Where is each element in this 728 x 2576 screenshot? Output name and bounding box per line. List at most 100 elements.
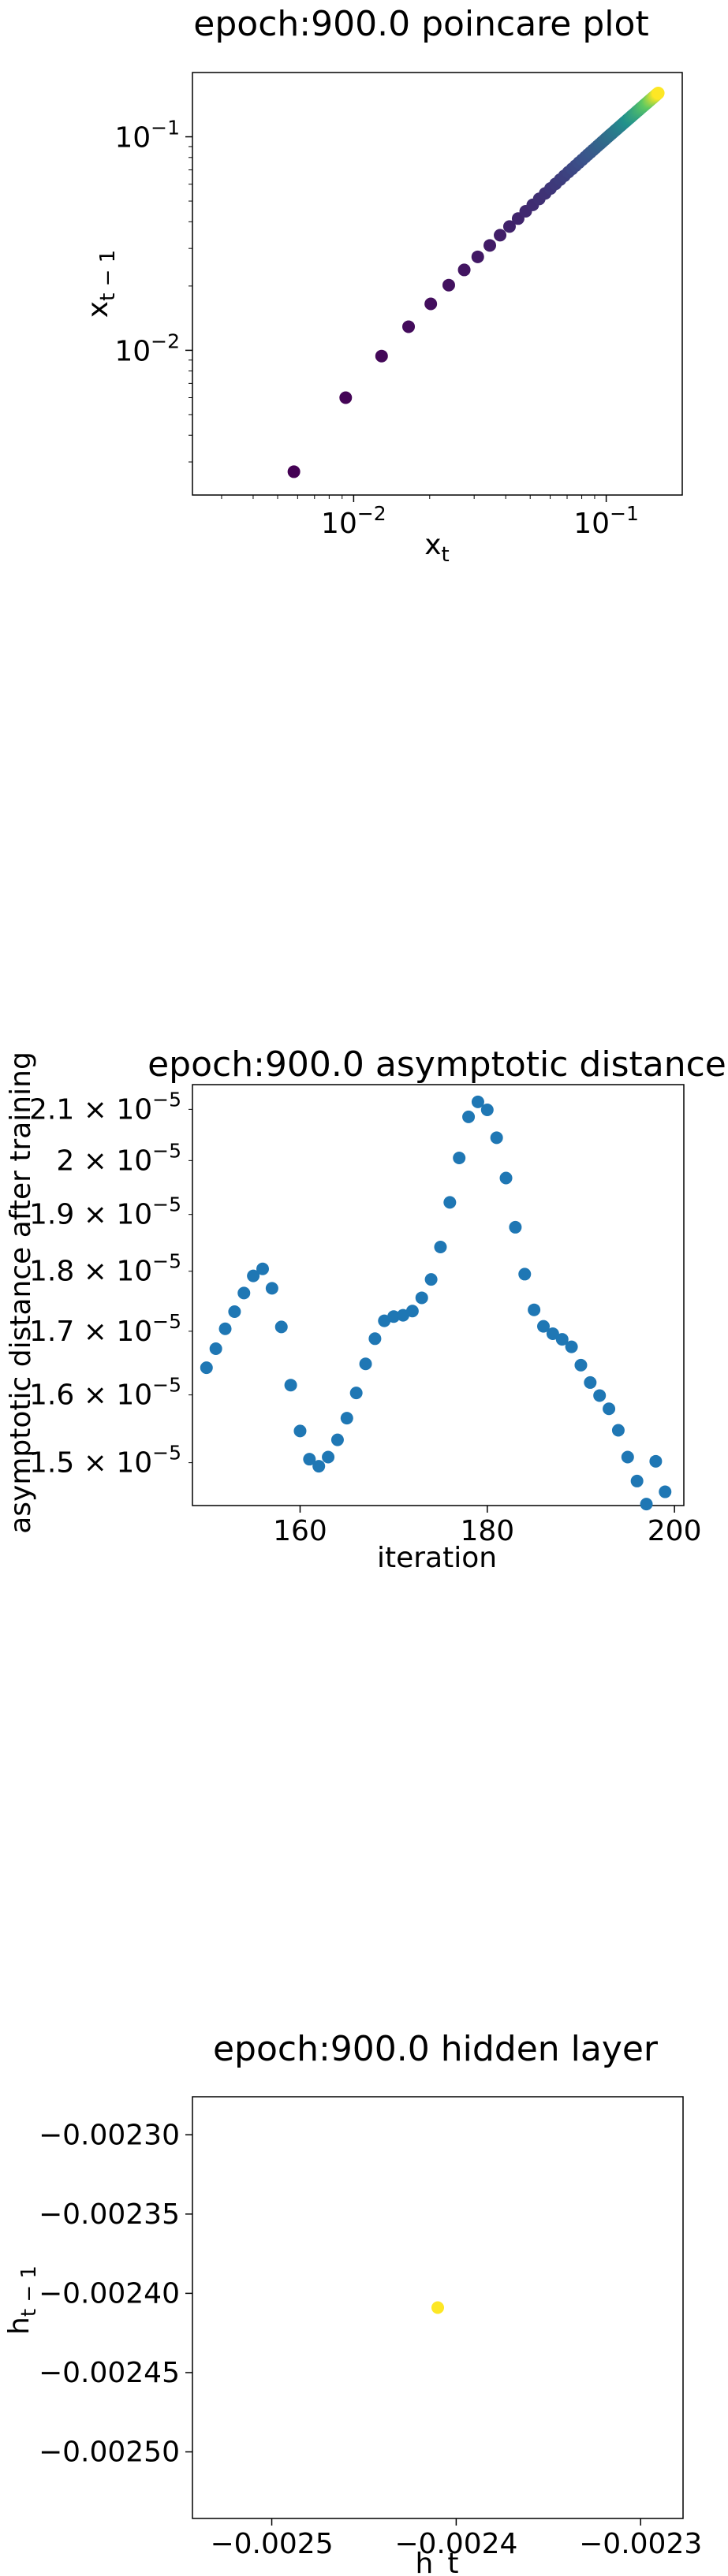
asymptotic-point [537,1320,550,1333]
asymptotic-point [593,1389,607,1402]
asymptotic-point [424,1273,438,1286]
asymptotic-point [462,1110,476,1123]
poincare-point [471,250,484,263]
asymptotic-point [415,1291,428,1305]
asymptotic-point [387,1310,401,1323]
asymptotic-plot-frame [192,1084,685,1506]
poincare-point [442,278,455,292]
asymptotic-x-ticks: 160 180 200 [273,1506,701,1547]
hidden-layer-title: epoch:900.0 hidden layer [213,2029,659,2069]
poincare-x-ticks: 10−2 10−1 [189,146,639,540]
asymptotic-y-tick-label: 2.1 × 10−5 [29,1088,181,1126]
asymptotic-point [621,1450,634,1464]
asymptotic-point [471,1095,484,1108]
hidden-layer-x-ticks: −0.0025 −0.0024 −0.0023 [210,2518,702,2560]
asymptotic-point [649,1454,663,1468]
asymptotic-point [256,1262,269,1275]
asymptotic-point [574,1358,588,1372]
asymptotic-point [368,1332,382,1346]
poincare-point [483,239,497,252]
poincare-point [339,391,353,404]
asymptotic-point [330,1433,344,1446]
hidden-layer-y-tick-label: −0.00245 [39,2357,180,2389]
asymptotic-point [312,1460,326,1473]
poincare-point [494,229,507,242]
asymptotic-point [603,1402,616,1416]
poincare-plot-frame [192,72,683,496]
asymptotic-point [659,1485,672,1498]
poincare-x-tick-label: 10−2 [321,502,386,540]
asymptotic-point [434,1240,447,1253]
asymptotic-point [499,1171,513,1185]
hidden-layer-y-tick-label: −0.00235 [39,2198,180,2231]
hidden-layer-y-tick-label: −0.00230 [39,2119,180,2151]
asymptotic-y-tick-label: 1.8 × 10−5 [29,1250,181,1288]
asymptotic-point [349,1387,363,1400]
asymptotic-title: epoch:900.0 asymptotic distance [147,1044,726,1085]
asymptotic-point [490,1131,503,1145]
asymptotic-y-tick-label: 1.6 × 10−5 [29,1374,181,1412]
poincare-point [375,349,388,363]
asymptotic-x-tick-label: 200 [648,1515,702,1547]
asymptotic-point [611,1424,625,1437]
asymptotic-point [247,1269,260,1282]
asymptotic-point [443,1196,457,1209]
asymptotic-point [303,1453,316,1466]
hidden-layer-x-tick-label: −0.0024 [394,2528,517,2560]
asymptotic-point [528,1303,541,1316]
asymptotic-point [555,1333,569,1346]
asymptotic-point [630,1474,644,1487]
hidden-layer-y-tick-label: −0.00250 [39,2436,180,2469]
poincare-y-tick-label: 10−2 [114,329,180,367]
asymptotic-y-tick-label: 2 × 10−5 [56,1139,181,1177]
asymptotic-point [237,1286,251,1300]
asymptotic-y-tick-label: 1.9 × 10−5 [29,1193,181,1231]
asymptotic-point [509,1220,522,1234]
asymptotic-point [565,1340,578,1353]
asymptotic-point [322,1450,335,1464]
asymptotic-point [200,1361,213,1375]
poincare-point [457,263,471,277]
asymptotic-point [340,1412,353,1425]
asymptotic-point [209,1342,222,1355]
poincare-title: epoch:900.0 poincare plot [193,4,648,44]
hidden-layer-points [431,2301,444,2314]
poincare-point [502,220,516,233]
hidden-layer-y-ticks: −0.00230 −0.00235 −0.00240 −0.00245 −0.00250 [39,2119,192,2469]
asymptotic-point [218,1322,232,1335]
asymptotic-point [228,1305,241,1319]
hidden-layer-chart: epoch:900.0 hidden layer −0.0025 −0.0024−… [3,2029,702,2576]
asymptotic-y-ticks: 2.1 × 10−5 2 × 10−5 1.9 × 10−5 1.8 × 10−5 1.… [29,1088,192,1480]
asymptotic-point [274,1320,288,1334]
poincare-y-ticks: 10−2 10−1 [114,117,192,367]
poincare-y-axis-label: xt − 1 [82,250,120,318]
hidden-layer-x-tick-label: −0.0025 [210,2528,333,2560]
poincare-points [287,87,665,478]
asymptotic-points [200,1095,672,1511]
asymptotic-point [405,1305,419,1318]
asymptotic-point [584,1375,597,1389]
hidden-layer-x-axis-label: h_t [416,2548,459,2576]
asymptotic-y-axis-label: asymptotic distance after training [5,1052,37,1534]
asymptotic-x-axis-label: iteration [377,1542,497,1574]
poincare-point [424,297,438,311]
poincare-point [287,465,301,478]
poincare-y-tick-label: 10−1 [114,117,180,154]
asymptotic-point [546,1327,559,1341]
asymptotic-point [284,1379,297,1392]
asymptotic-point [518,1268,532,1281]
poincare-point [651,87,665,100]
asymptotic-y-tick-label: 1.7 × 10−5 [29,1310,181,1348]
asymptotic-point [640,1498,653,1511]
hidden-layer-y-axis-label: ht − 1 [3,2265,41,2335]
poincare-point [402,320,416,333]
asymptotic-y-tick-label: 1.5 × 10−5 [29,1442,181,1480]
poincare-x-axis-label: xt [424,529,450,567]
hidden-layer-x-tick-label: −0.0023 [579,2528,702,2560]
poincare-chart: epoch:900.0 poincare plot 10−2 10−1 10−21… [82,4,683,567]
hidden-layer-plot-frame [192,2096,684,2519]
asymptotic-point [453,1152,466,1165]
asymptotic-point [359,1357,372,1371]
poincare-x-tick-label: 10−1 [573,502,639,540]
